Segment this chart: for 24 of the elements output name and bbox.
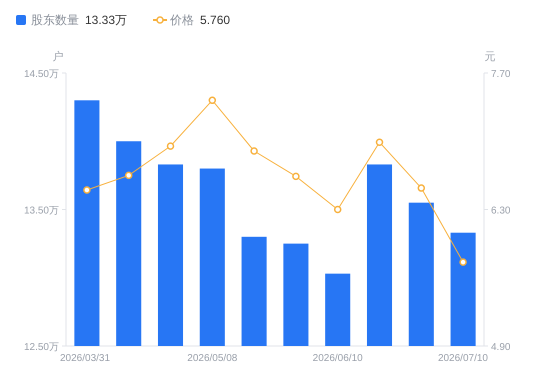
point [166,142,174,150]
y-axis-title: 户 [52,50,64,63]
point [83,186,91,194]
y2-tick-label: 6.30 [491,206,511,216]
point [250,147,258,155]
point [418,184,426,192]
y-tick-label: 12.50万 [24,342,59,353]
y2-axis-title: 元 [484,51,496,63]
y-tick-label: 14.50万 [24,69,59,80]
x-tick-label: 2026/03/31 [60,353,110,364]
point [208,96,216,104]
x-tick-label: 2026/07/10 [438,353,488,364]
y-tick-label: 13.50万 [24,206,59,216]
y2-tick-label: 4.90 [491,342,511,353]
point [292,172,300,180]
legend-label: 股东数量 [31,13,79,27]
legend-label: 价格 [169,13,194,27]
point [124,172,132,180]
point [334,206,342,214]
x-tick-label: 2026/06/10 [312,353,364,364]
x-tick-label: 2026/05/08 [187,353,238,364]
point [376,138,384,146]
y2-tick-label: 7.70 [491,69,511,80]
point [459,258,467,266]
